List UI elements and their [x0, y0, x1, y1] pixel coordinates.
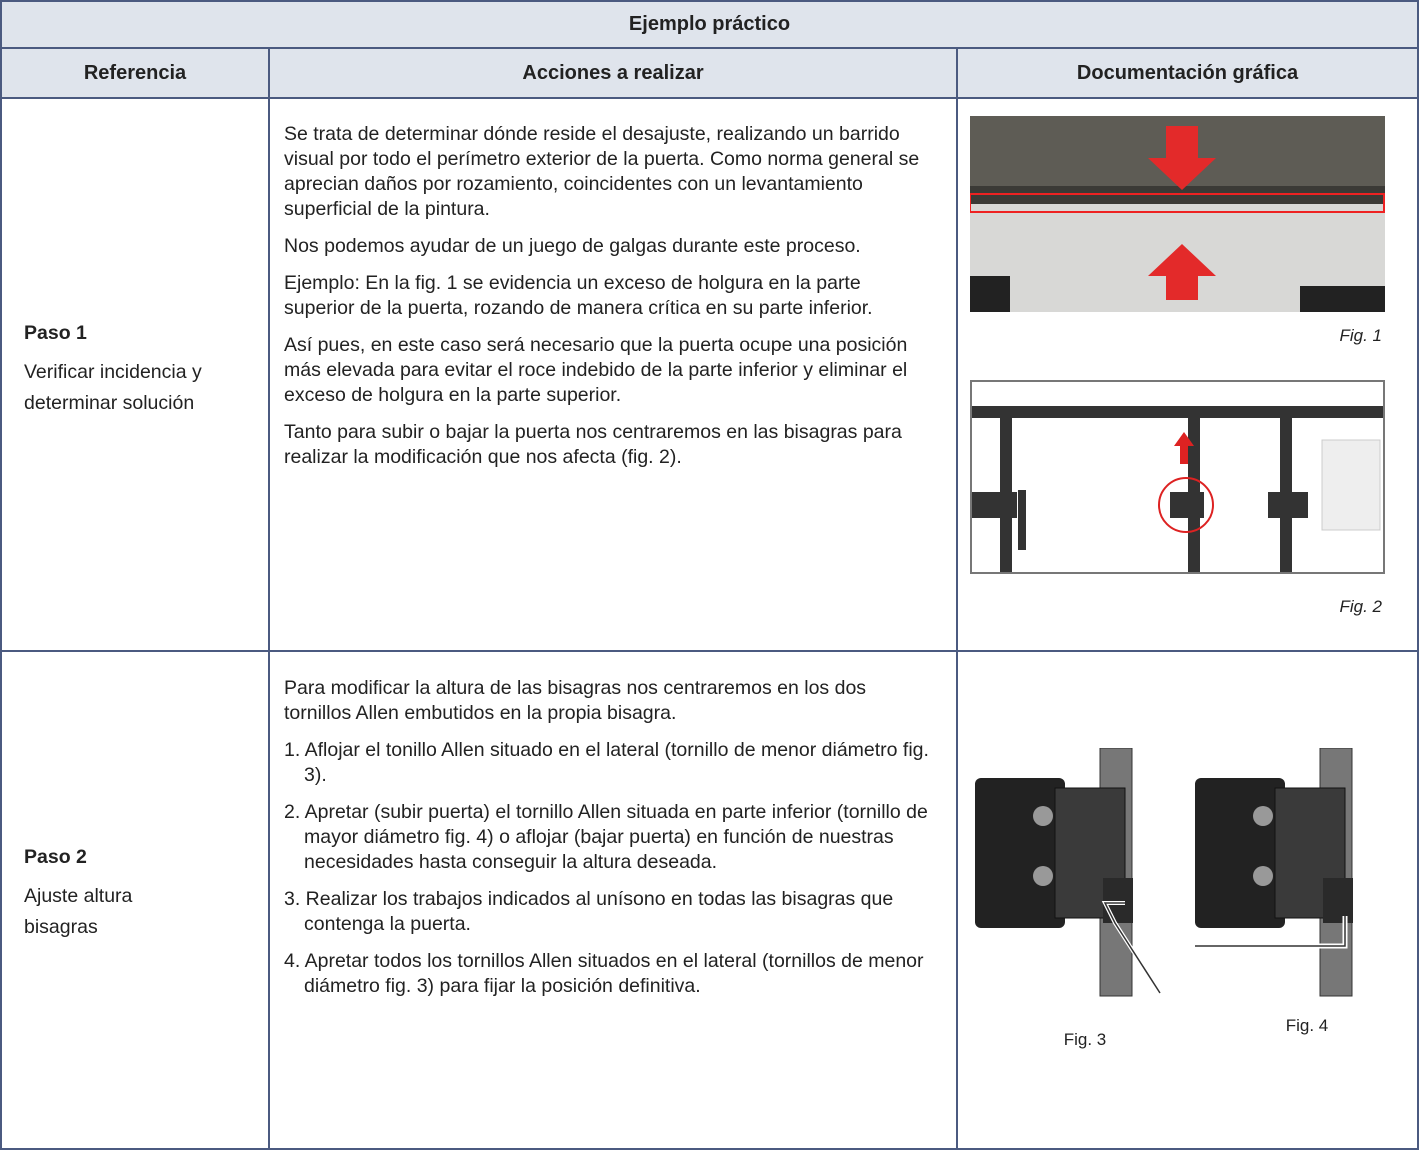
reference: Paso 2 Ajuste altura bisagras	[24, 846, 204, 943]
actions: Para modificar la altura de las bisagras…	[284, 676, 934, 1011]
actions: Se trata de determinar dónde reside el d…	[284, 122, 934, 482]
paragraph: Ejemplo: En la fig. 1 se evidencia un ex…	[284, 272, 873, 319]
figure-4	[1195, 748, 1353, 997]
header: Documentación gráfica	[956, 47, 1419, 99]
step: Paso 1	[24, 322, 87, 344]
header: Referencia	[0, 47, 270, 99]
figure-caption: Fig. 4	[1285, 1016, 1329, 1035]
figure-caption: Fig. 3	[1063, 1030, 1107, 1049]
figure-3	[975, 748, 1162, 997]
figure-caption: Fig. 1	[1339, 326, 1382, 345]
paragraph: 3. Realizar los trabajos indicados al un…	[284, 888, 894, 935]
table-title: Ejemplo práctico	[0, 0, 1419, 49]
step: Paso 2	[24, 846, 87, 868]
step-description: Verificar incidencia y determinar soluci…	[24, 361, 202, 414]
header: Acciones a realizar	[268, 47, 958, 99]
paragraph: Para modificar la altura de las bisagras…	[284, 677, 867, 724]
paragraph: Nos podemos ayudar de un juego de galgas…	[284, 235, 861, 257]
paragraph: 1. Aflojar el tonillo Allen situado en e…	[284, 739, 929, 786]
paragraph: Tanto para subir o bajar la puerta nos c…	[284, 421, 902, 468]
reference: Paso 1 Verificar incidencia y determinar…	[24, 322, 254, 419]
paragraph: 4. Apretar todos los tornillos Allen sit…	[284, 950, 924, 997]
paragraph: Se trata de determinar dónde reside el d…	[284, 123, 920, 220]
figure-1	[970, 116, 1385, 312]
step-description: Ajuste altura bisagras	[24, 885, 133, 938]
paragraph: 2. Apretar (subir puerta) el tornillo Al…	[284, 801, 928, 873]
paragraph: Así pues, en este caso será necesario qu…	[284, 334, 908, 406]
figure-2	[970, 380, 1385, 574]
figure-caption: Fig. 2	[1339, 597, 1382, 616]
